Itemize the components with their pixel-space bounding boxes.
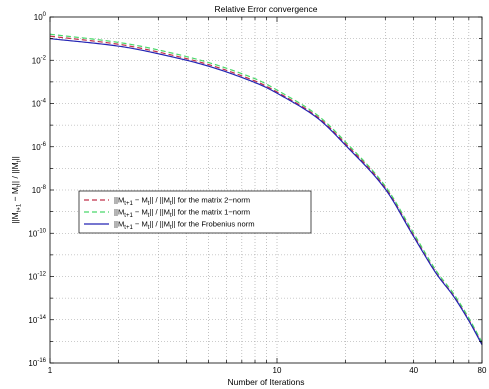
y-tick-label: 10-10 [28, 228, 46, 238]
series-line-3 [49, 38, 483, 346]
y-axis-label: ||Mt+1 − Mt|| / ||Mt|| [10, 156, 23, 224]
axes-ticks: 1 10 40 80 100 10-2 10-4 10-6 10-8 10-10 10-12 10-1… [28, 12, 487, 375]
grid-lines [50, 17, 482, 363]
x-tick-label: 1 [48, 366, 53, 375]
y-tick-label: 10-2 [32, 55, 47, 65]
x-tick-label: 80 [478, 366, 487, 375]
legend-entry: ||Mt+1 − Mt|| / ||Mt|| for the Frobenius… [114, 220, 255, 232]
legend-entry: ||Mt+1 − Mt|| / ||Mt|| for the matrix 2−… [114, 196, 250, 208]
y-tick-label: 100 [34, 12, 47, 22]
y-tick-label: 10-6 [32, 142, 47, 152]
legend-entry: ||Mt+1 − Mt|| / ||Mt|| for the matrix 1−… [114, 208, 250, 220]
y-tick-label: 10-16 [28, 358, 46, 368]
y-tick-label: 10-14 [28, 315, 46, 325]
series-line-2 [49, 33, 483, 343]
series-line-1 [49, 35, 483, 344]
data-series [49, 33, 483, 346]
legend-box [78, 190, 312, 234]
y-tick-label: 10-4 [32, 99, 47, 109]
x-tick-label: 40 [409, 366, 418, 375]
y-tick-label: 10-8 [32, 185, 47, 195]
svg-text:||Mt+1 − Mt|| / ||Mt||: ||Mt+1 − Mt|| / ||Mt|| [10, 156, 23, 224]
x-axis-label: Number of Iterations [227, 377, 304, 387]
y-tick-label: 10-12 [28, 272, 46, 282]
legend: ||Mt+1 − Mt|| / ||Mt|| for the matrix 2−… [78, 190, 312, 234]
x-tick-label: 10 [273, 366, 282, 375]
chart-title: Relative Error convergence [215, 4, 318, 14]
